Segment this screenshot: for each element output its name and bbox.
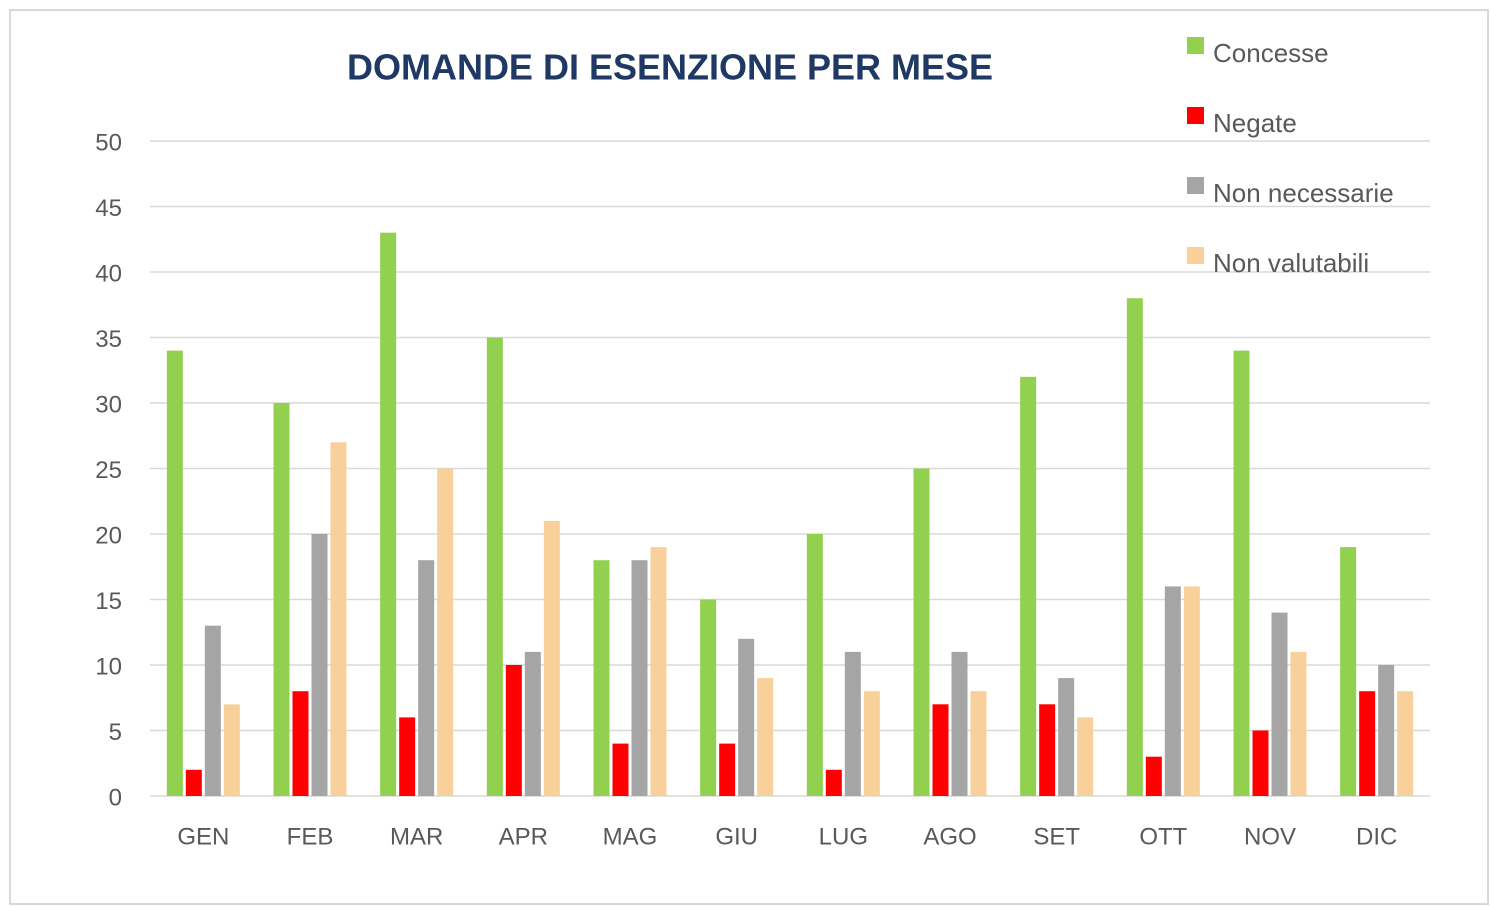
bar [1183, 586, 1200, 796]
x-tick-label: DIC [1356, 823, 1397, 850]
y-tick-label: 30 [95, 391, 122, 418]
bar [1077, 717, 1094, 796]
bar [738, 638, 755, 796]
bar [970, 691, 987, 796]
bar [1252, 730, 1269, 796]
bar [273, 403, 290, 796]
bar [719, 743, 736, 796]
legend-label: Concesse [1213, 38, 1329, 68]
y-tick-label: 25 [95, 457, 122, 484]
legend-swatch [1187, 37, 1204, 54]
legend-swatch [1187, 247, 1204, 264]
x-tick-label: AGO [923, 823, 976, 850]
bar [757, 678, 774, 796]
y-tick-label: 40 [95, 260, 122, 287]
bar [486, 337, 503, 796]
bar [1397, 691, 1414, 796]
legend-label: Non necessarie [1213, 178, 1394, 208]
bar [330, 442, 347, 796]
bar [292, 691, 309, 796]
bar [612, 743, 629, 796]
y-tick-label: 20 [95, 522, 122, 549]
bar [380, 232, 397, 796]
bar [932, 704, 949, 796]
x-tick-label: LUG [819, 823, 868, 850]
bar [437, 468, 454, 796]
bar [806, 534, 823, 796]
bar [631, 560, 648, 796]
x-tick-label: FEB [287, 823, 334, 850]
y-tick-label: 35 [95, 326, 122, 353]
bar [524, 651, 541, 796]
bar [825, 769, 842, 796]
bar [593, 560, 610, 796]
y-tick-label: 5 [109, 719, 122, 746]
bar [863, 691, 880, 796]
bar [1271, 612, 1288, 796]
bar [166, 350, 183, 796]
y-tick-label: 45 [95, 195, 122, 222]
y-tick-label: 10 [95, 653, 122, 680]
bar [418, 560, 435, 796]
legend-swatch [1187, 177, 1204, 194]
bar [543, 520, 560, 796]
x-tick-label: MAG [603, 823, 658, 850]
x-tick-label: NOV [1244, 823, 1296, 850]
bar [1058, 678, 1075, 796]
bar [1378, 665, 1395, 796]
bar [185, 769, 202, 796]
bar [1039, 704, 1056, 796]
bar [700, 599, 717, 796]
bar [951, 651, 968, 796]
bar [1145, 756, 1162, 796]
legend-label: Non valutabili [1213, 248, 1369, 278]
bar [1020, 376, 1037, 796]
y-tick-label: 0 [109, 784, 122, 811]
x-tick-label: GEN [177, 823, 229, 850]
bar [505, 665, 522, 796]
bar [913, 468, 930, 796]
y-tick-label: 50 [95, 129, 122, 156]
bar [1340, 547, 1357, 796]
chart-title: DOMANDE DI ESENZIONE PER MESE [347, 47, 993, 88]
bar [223, 704, 240, 796]
legend-label: Negate [1213, 108, 1297, 138]
x-tick-label: GIU [715, 823, 758, 850]
bar [311, 534, 328, 796]
x-tick-label: MAR [390, 823, 443, 850]
bar [399, 717, 416, 796]
bar [1359, 691, 1376, 796]
bar [1126, 298, 1143, 796]
bar [844, 651, 861, 796]
bar [650, 547, 667, 796]
y-tick-label: 15 [95, 588, 122, 615]
bar [1233, 350, 1250, 796]
x-tick-label: APR [499, 823, 548, 850]
bar [204, 625, 221, 796]
x-tick-label: SET [1033, 823, 1080, 850]
legend-swatch [1187, 107, 1204, 124]
bar [1290, 651, 1307, 796]
x-tick-label: OTT [1139, 823, 1187, 850]
bar [1164, 586, 1181, 796]
